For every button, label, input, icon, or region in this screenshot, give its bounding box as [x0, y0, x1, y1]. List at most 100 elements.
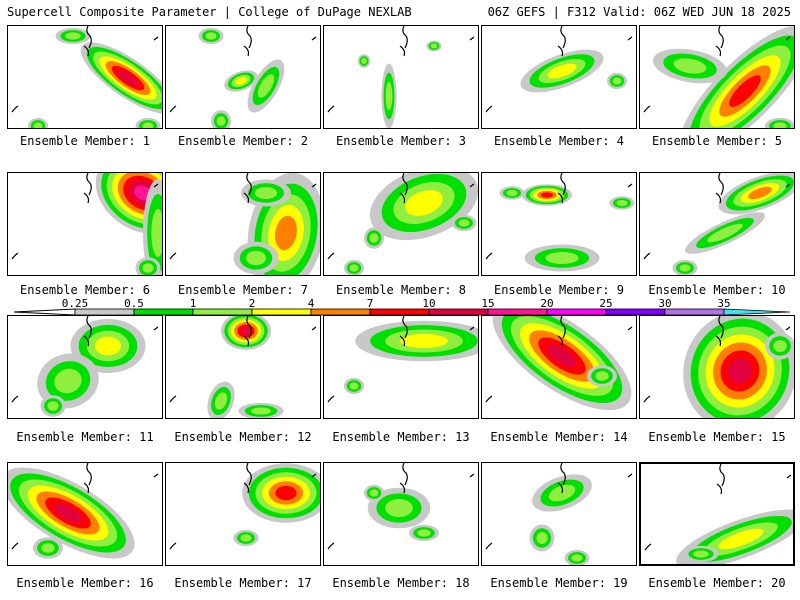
ensemble-member-13-caption: Ensemble Member: 13 — [332, 430, 470, 444]
ensemble-member-2-map[interactable] — [165, 25, 321, 129]
ensemble-member-4-map[interactable] — [481, 25, 637, 129]
colorbar-swatch — [192, 308, 253, 316]
ensemble-member-3-map[interactable] — [323, 25, 479, 129]
scp-contour — [349, 264, 359, 272]
scp-contour — [214, 392, 228, 410]
map-canvas — [644, 464, 793, 564]
scp-contour — [417, 529, 431, 537]
colorbar-swatch — [428, 308, 489, 316]
scp-contour — [240, 534, 252, 542]
scp-contour — [33, 122, 43, 128]
ensemble-member-7-map[interactable] — [165, 172, 321, 276]
scp-contour — [275, 215, 297, 251]
ensemble-member-20-caption: Ensemble Member: 20 — [648, 576, 786, 590]
ensemble-member-14-map[interactable] — [481, 315, 637, 419]
scp-contour — [257, 74, 275, 98]
coastline — [169, 463, 317, 550]
ensemble-member-8-caption: Ensemble Member: 8 — [335, 283, 467, 297]
ensemble-member-20-map[interactable] — [639, 462, 795, 566]
ensemble-member-9-map[interactable] — [481, 172, 637, 276]
ensemble-member-19-map[interactable] — [481, 462, 637, 566]
map-canvas — [327, 173, 478, 275]
colorbar-swatch — [487, 308, 548, 316]
ensemble-member-6-caption: Ensemble Member: 6 — [19, 283, 151, 297]
coastline — [169, 26, 317, 113]
scp-contour — [254, 187, 278, 199]
scp-contour — [94, 336, 122, 356]
map-canvas — [327, 463, 475, 550]
map-canvas — [169, 463, 320, 550]
colorbar-tick-label: 2 — [249, 297, 256, 310]
ensemble-member-8-map[interactable] — [323, 172, 479, 276]
coastline — [327, 463, 475, 550]
ensemble-member-13-map[interactable] — [323, 315, 479, 419]
ensemble-member-16-map[interactable] — [7, 462, 163, 566]
coastline — [169, 173, 317, 260]
ensemble-member-5-map[interactable] — [639, 25, 795, 129]
ensemble-member-15-map[interactable] — [639, 315, 795, 419]
scp-contour — [385, 81, 393, 111]
scp-contour — [240, 327, 252, 335]
scp-contour — [405, 190, 443, 216]
coastline — [643, 173, 791, 260]
scp-contour — [369, 489, 379, 497]
map-canvas — [485, 316, 633, 411]
scp-contour — [205, 32, 217, 40]
colorbar-tick-label: 10 — [422, 297, 435, 310]
map-canvas — [169, 26, 317, 128]
ensemble-member-17-map[interactable] — [165, 462, 321, 566]
scp-contour — [773, 122, 787, 128]
coastline — [169, 316, 317, 403]
ensemble-member-12-caption: Ensemble Member: 12 — [174, 430, 312, 444]
ensemble-member-6-map[interactable] — [7, 172, 163, 276]
colorbar-tick-label: 20 — [540, 297, 553, 310]
scp-contour — [142, 122, 154, 128]
scp-contour — [748, 186, 772, 200]
map-canvas — [485, 173, 635, 272]
coastline — [11, 463, 159, 550]
ensemble-member-11-caption: Ensemble Member: 11 — [16, 430, 154, 444]
ensemble-member-19-caption: Ensemble Member: 19 — [490, 576, 628, 590]
ensemble-member-18-map[interactable] — [323, 462, 479, 566]
colorbar-swatch — [546, 308, 607, 316]
ensemble-member-16-caption: Ensemble Member: 16 — [16, 576, 154, 590]
ensemble-member-12-map[interactable] — [165, 315, 321, 419]
colorbar-swatch — [605, 308, 666, 316]
scp-contour — [275, 485, 297, 501]
scp-contour — [729, 75, 761, 107]
coastline — [11, 173, 159, 260]
ensemble-member-3-caption: Ensemble Member: 3 — [335, 134, 467, 148]
coastline — [327, 173, 475, 260]
ensemble-member-11-map[interactable] — [7, 315, 163, 419]
colorbar-swatch — [251, 308, 312, 316]
coastline — [485, 173, 633, 260]
ensemble-member-10-map[interactable] — [639, 172, 795, 276]
colorbar-tick-label: 30 — [658, 297, 671, 310]
scp-contour — [718, 528, 764, 550]
coastline — [327, 26, 475, 113]
map-canvas — [643, 26, 794, 128]
scp-contour — [693, 550, 709, 558]
map-canvas — [643, 173, 794, 275]
scp-contour — [540, 192, 554, 198]
coastline — [643, 316, 791, 403]
coastline — [643, 26, 791, 113]
scp-contour — [246, 250, 266, 266]
scp-contour — [547, 63, 577, 79]
colorbar-swatch — [310, 308, 371, 316]
colorbar-tick-label: 15 — [481, 297, 494, 310]
ensemble-member-9-caption: Ensemble Member: 9 — [493, 283, 625, 297]
colorbar-over-arrow — [723, 308, 791, 316]
ensemble-member-1-caption: Ensemble Member: 1 — [19, 134, 151, 148]
colorbar-swatch — [664, 308, 725, 316]
ensemble-member-14-caption: Ensemble Member: 14 — [490, 430, 628, 444]
ensemble-member-1-map[interactable] — [7, 25, 163, 129]
ensemble-member-7-caption: Ensemble Member: 7 — [177, 283, 309, 297]
coastline — [11, 316, 159, 403]
scp-contour — [53, 503, 83, 523]
coastline — [327, 316, 475, 403]
coastline — [485, 463, 633, 550]
scp-contour — [65, 32, 81, 40]
scp-contour — [430, 43, 438, 49]
colorbar-tick-label: 0.25 — [62, 297, 89, 310]
